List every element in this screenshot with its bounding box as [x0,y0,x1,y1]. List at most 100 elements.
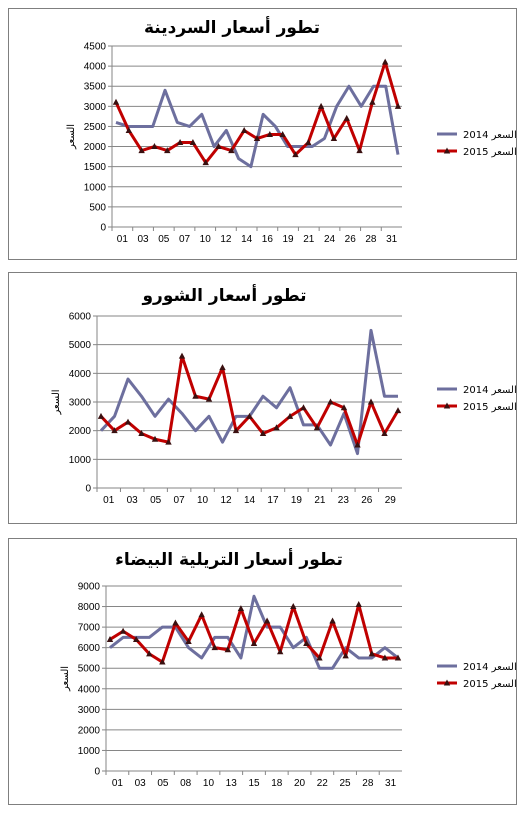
data-point [340,404,348,411]
data-point [178,352,186,359]
x-tick-label: 10 [197,495,209,506]
y-tick-label: 1000 [84,182,107,193]
data-point [119,627,127,634]
chart-title: تطور أسعار الشورو [141,284,306,306]
data-point [205,395,213,402]
x-tick-label: 20 [294,778,306,789]
x-tick-label: 05 [150,495,162,506]
chart-title: تطور أسعار التريلية البيضاء [115,548,343,570]
x-tick-label: 14 [241,234,253,245]
data-point [343,114,350,121]
y-axis-label: السعر [51,389,62,415]
y-tick-label: 1500 [84,162,107,173]
data-point [394,654,402,661]
legend-label-1: 2015 السعر [463,147,517,158]
data-point [219,364,226,371]
x-tick-label: 26 [361,495,373,506]
data-point [185,638,192,644]
data-point [211,644,218,651]
data-point [189,139,197,146]
data-point [237,605,245,612]
data-point [317,102,325,109]
y-tick-label: 2000 [69,426,92,437]
chart-panel-sardine: تطور أسعار السردينة 0 500 1000 1500 2000 2500 3… [8,8,517,260]
data-point [286,412,294,419]
legend-label-0: 2014 السعر [463,662,517,673]
x-tick-label: 23 [338,495,350,506]
data-point [300,404,307,411]
y-tick-label: 1000 [69,455,92,466]
data-point [250,640,258,647]
x-tick-label: 10 [200,234,212,245]
y-tick-label: 3000 [69,398,92,409]
x-tick-label: 25 [340,778,352,789]
data-point [381,430,388,437]
legend-marker [443,147,451,154]
data-point [111,427,118,434]
y-tick-label: 3000 [78,705,101,716]
y-tick-label: 0 [85,484,91,495]
data-point [276,648,284,655]
data-point [266,130,274,137]
data-point [394,407,402,414]
x-tick-label: 19 [283,234,295,245]
y-tick-label: 4000 [84,62,107,73]
y-tick-label: 4000 [78,684,101,695]
x-tick-label: 03 [135,778,147,789]
x-tick-label: 24 [324,234,336,245]
x-tick-label: 01 [112,778,124,789]
x-tick-label: 21 [303,234,315,245]
y-tick-label: 0 [94,767,100,778]
data-point [240,126,248,133]
data-point [106,635,114,642]
y-tick-label: 2000 [84,142,107,153]
x-tick-label: 31 [386,234,398,245]
x-tick-label: 13 [226,778,238,789]
data-point [172,619,179,626]
chart-svg-trilia: تطور أسعار التريلية البيضاء 0 1000 2000 3000… [60,548,517,789]
x-tick-label: 12 [220,234,232,245]
data-point [381,654,389,661]
y-tick-label: 2000 [78,725,101,736]
data-point [369,98,376,105]
y-tick-label: 5000 [78,664,101,675]
x-tick-label: 28 [365,234,377,245]
y-tick-label: 3500 [84,82,107,93]
y-tick-label: 9000 [78,582,101,593]
y-tick-label: 2500 [84,122,107,133]
data-point [124,418,132,425]
data-point [112,98,120,105]
y-axis-label: السعر [60,666,71,692]
data-point [164,147,171,154]
x-tick-label: 08 [180,778,192,789]
x-tick-label: 29 [385,495,397,506]
y-tick-label: 8000 [78,602,101,613]
x-tick-label: 28 [362,778,374,789]
y-tick-label: 3000 [84,102,107,113]
data-point [146,650,153,657]
data-point [125,126,133,133]
x-tick-label: 12 [220,495,232,506]
series-line-0 [109,594,399,670]
x-tick-label: 26 [345,234,357,245]
data-point [356,147,363,154]
x-tick-label: 07 [179,234,191,245]
data-point [290,603,297,610]
x-tick-label: 22 [317,778,329,789]
legend-label-1: 2015 السعر [463,679,517,690]
data-point [292,151,299,158]
x-tick-label: 01 [117,234,129,245]
x-tick-label: 16 [262,234,274,245]
x-tick-label: 05 [157,778,169,789]
legend-marker [443,679,451,686]
data-point [192,392,199,399]
legend-label-0: 2014 السعر [463,385,517,396]
x-tick-label: 15 [248,778,260,789]
y-tick-label: 6000 [78,643,101,654]
chart-svg-sardine: تطور أسعار السردينة 0 500 1000 1500 2000 2500 3… [66,16,517,245]
legend-label-0: 2014 السعر [463,130,517,141]
y-tick-label: 5000 [69,340,92,351]
y-tick-label: 4000 [69,369,92,380]
data-point [263,617,271,624]
y-tick-label: 500 [89,202,106,213]
